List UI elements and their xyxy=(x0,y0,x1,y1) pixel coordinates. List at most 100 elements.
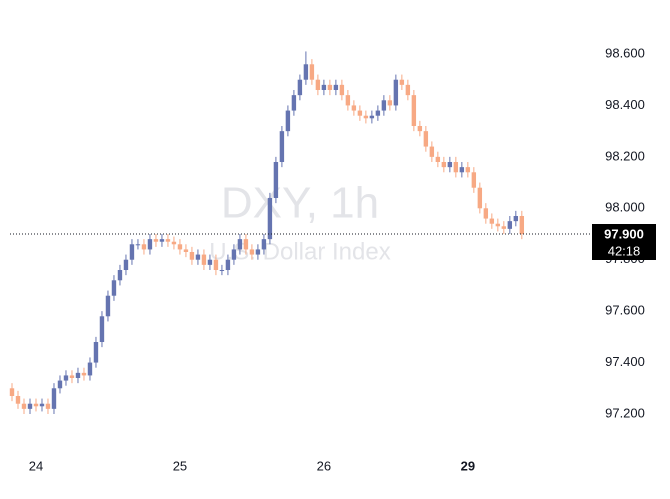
candle-body xyxy=(201,254,207,265)
candle-body xyxy=(321,84,327,90)
candle-body xyxy=(507,221,513,229)
candle-body xyxy=(225,259,231,270)
candle-body xyxy=(123,259,129,270)
candle-body xyxy=(75,372,81,378)
candle-body xyxy=(63,375,69,381)
candle-body xyxy=(447,162,453,168)
candle-body xyxy=(327,84,333,90)
candle-body xyxy=(237,239,243,250)
candle-body xyxy=(477,187,483,209)
candle-body xyxy=(183,249,189,252)
candle-body xyxy=(279,131,285,162)
candle-body xyxy=(159,239,165,242)
candle-body xyxy=(405,84,411,96)
candle-body xyxy=(363,115,369,119)
candle-body xyxy=(45,403,51,409)
candle-body xyxy=(39,403,45,407)
candle-body xyxy=(111,280,117,296)
watermark-subtitle: U.S. Dollar Index xyxy=(209,238,390,265)
y-tick-label: 98.000 xyxy=(605,200,645,215)
candle-body xyxy=(429,146,435,157)
countdown: 42:18 xyxy=(608,243,641,258)
candle-body xyxy=(315,79,321,90)
x-tick-label: 24 xyxy=(29,458,43,473)
candle-body xyxy=(471,172,477,188)
candle-body xyxy=(81,372,87,376)
candle-body xyxy=(489,218,495,224)
candle-body xyxy=(177,244,183,250)
x-tick-label: 26 xyxy=(317,458,331,473)
candle-body xyxy=(165,239,171,242)
candle-body xyxy=(189,252,195,260)
candle-body xyxy=(129,244,135,260)
candle-body xyxy=(423,131,429,147)
candle-body xyxy=(153,239,159,242)
candle-body xyxy=(243,239,249,250)
candle-body xyxy=(369,115,375,119)
candle-body xyxy=(207,259,213,265)
candle-body xyxy=(513,216,519,222)
candle-body xyxy=(9,388,15,396)
x-tick-label: 29 xyxy=(461,458,475,473)
y-tick-label: 98.400 xyxy=(605,97,645,112)
candle-body xyxy=(57,380,63,389)
candle-body xyxy=(135,244,141,246)
candle-body xyxy=(351,105,357,111)
candle-body xyxy=(357,110,363,116)
candle-body xyxy=(147,239,153,250)
candle-body xyxy=(267,198,273,240)
candle-body xyxy=(435,156,441,162)
candle-body xyxy=(255,249,261,255)
candle-body xyxy=(33,403,39,407)
candle-body xyxy=(249,249,255,255)
watermark-title: DXY, 1h xyxy=(221,179,379,228)
candle-body xyxy=(87,362,93,376)
x-tick-label: 25 xyxy=(173,458,187,473)
candle-body xyxy=(117,270,123,281)
candle-body xyxy=(387,100,393,106)
candle-body xyxy=(171,241,177,245)
candle-body xyxy=(69,375,75,378)
candle-body xyxy=(441,162,447,168)
candle-body xyxy=(297,79,303,96)
candle-body xyxy=(309,64,315,80)
y-tick-label: 97.600 xyxy=(605,303,645,318)
candle-body xyxy=(375,110,381,116)
candle-body xyxy=(333,84,339,90)
candle-body xyxy=(21,403,27,409)
candle-body xyxy=(393,79,399,106)
candle-body xyxy=(273,162,279,198)
y-tick-label: 97.200 xyxy=(605,405,645,420)
candle-body xyxy=(459,167,465,173)
candle-body xyxy=(219,270,225,271)
candle-body xyxy=(345,95,351,106)
y-tick-label: 98.200 xyxy=(605,148,645,163)
last-price-box xyxy=(592,224,656,260)
candle-body xyxy=(483,208,489,219)
y-tick-label: 98.600 xyxy=(605,45,645,60)
candle-body xyxy=(495,223,501,227)
candle-body xyxy=(399,79,405,85)
candle-body xyxy=(339,84,345,96)
candle-body xyxy=(27,403,33,409)
candle-body xyxy=(411,95,417,126)
candle-body xyxy=(453,162,459,173)
candle-body xyxy=(303,64,309,80)
candle-body xyxy=(417,126,423,132)
candle-body xyxy=(15,396,21,404)
candle-body xyxy=(51,388,57,409)
candle-body xyxy=(381,100,387,111)
candle-body xyxy=(231,249,237,260)
candle-body xyxy=(465,167,471,173)
last-price-label: 97.900 xyxy=(604,226,644,241)
candle-body xyxy=(141,244,147,250)
candle-body xyxy=(195,254,201,260)
candle-body xyxy=(93,342,99,363)
candle-body xyxy=(501,226,507,229)
y-tick-label: 97.400 xyxy=(605,354,645,369)
candle-body xyxy=(105,295,111,317)
candle-body xyxy=(291,95,297,111)
candle-body xyxy=(213,259,219,270)
